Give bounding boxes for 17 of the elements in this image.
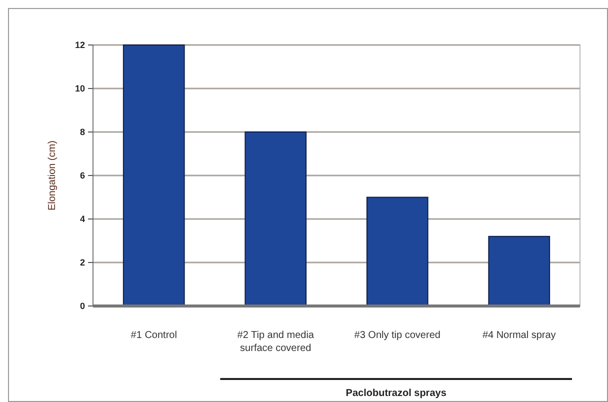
y-tick-label: 8 xyxy=(80,127,85,138)
x-tick-label: #1 Control xyxy=(130,330,177,341)
text: Paclobutrazol sprays xyxy=(346,388,447,399)
x-tick-label: #4 Normal spray xyxy=(482,330,556,341)
y-tick-label: 4 xyxy=(80,214,85,224)
y-tick-label: 10 xyxy=(74,84,85,94)
x-tick-label: #2 Tip and media surface covered xyxy=(237,330,314,354)
bar xyxy=(122,44,185,306)
y-tick-label: 12 xyxy=(74,40,85,50)
bar xyxy=(488,236,550,306)
y-tick-label: 0 xyxy=(80,301,85,312)
x-tick-label: #3 Only tip covered xyxy=(354,330,440,341)
bar xyxy=(366,196,428,306)
y-tick-label: 6 xyxy=(80,170,85,181)
y-tick-label: 2 xyxy=(80,258,85,268)
bar xyxy=(244,132,307,306)
y-axis-title: Elongation (cm) xyxy=(47,140,58,211)
